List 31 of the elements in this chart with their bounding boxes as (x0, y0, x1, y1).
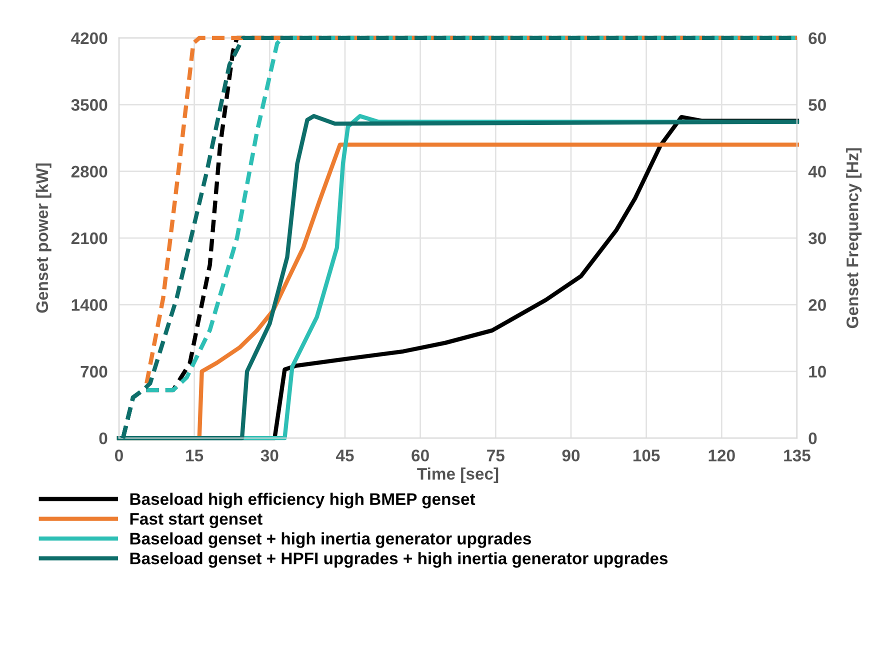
y-tick-label: 4200 (71, 32, 108, 44)
x-tick-label: 105 (633, 450, 660, 462)
x-axis-title: Time [sec] (417, 468, 498, 484)
y-tick-label: 1400 (72, 299, 108, 311)
y-axis-title: Genset power [kW] (36, 163, 52, 313)
y-tick-label: 2800 (71, 166, 108, 178)
y2-tick-label: 20 (808, 299, 826, 311)
x-tick-label: 15 (186, 450, 204, 462)
y2-tick-label: 60 (808, 32, 826, 44)
legend-label: Fast start genset (130, 513, 262, 528)
x-tick-label: 120 (708, 450, 735, 462)
y2-tick-label: 50 (808, 99, 826, 111)
x-tick-label: 0 (115, 450, 123, 462)
y-tick-label: 2100 (71, 232, 108, 244)
x-tick-label: 30 (260, 450, 278, 462)
y2-tick-label: 30 (808, 232, 826, 244)
y2-tick-label: 10 (809, 366, 826, 378)
y-tick-label: 3500 (71, 99, 108, 111)
legend-label: Baseload genset + HPFI upgrades + high inertia generator upgrades (130, 552, 668, 568)
legend-label: Baseload high efficiency high BMEP genset (130, 492, 476, 508)
legend-label: Baseload genset + high inertia generator upgrades (130, 532, 531, 548)
x-tick-label: 90 (562, 450, 580, 462)
y-tick-label: 0 (99, 432, 108, 444)
y2-tick-label: 0 (808, 432, 817, 444)
y2-axis-title: Genset Frequency [Hz] (846, 148, 862, 328)
x-tick-label: 75 (487, 450, 504, 462)
y2-tick-label: 40 (808, 166, 826, 178)
x-tick-label: 135 (784, 450, 810, 462)
x-tick-label: 60 (412, 450, 429, 462)
x-tick-label: 45 (336, 450, 354, 462)
y-tick-label: 700 (80, 366, 108, 378)
